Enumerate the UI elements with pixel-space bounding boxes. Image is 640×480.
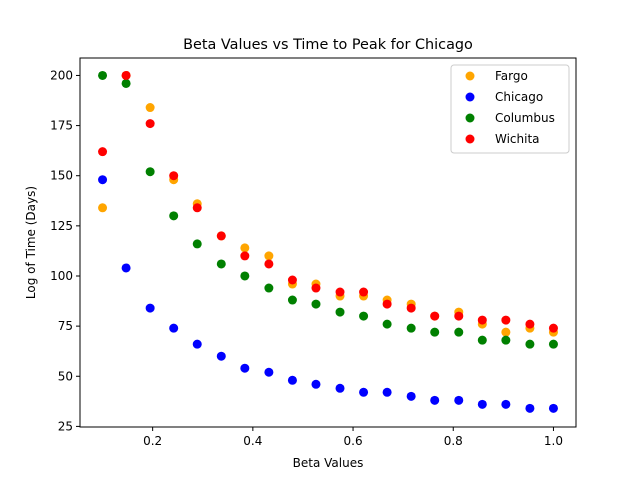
data-point-chicago (525, 403, 535, 413)
legend-label: Columbus (495, 111, 555, 125)
data-point-fargo (501, 327, 511, 337)
data-point-columbus (169, 211, 179, 221)
data-point-wichita (548, 323, 558, 333)
data-point-fargo (145, 103, 155, 113)
y-tick-label: 75 (58, 319, 73, 333)
data-point-wichita (406, 303, 416, 313)
legend-label: Fargo (495, 69, 528, 83)
legend-label: Wichita (495, 132, 540, 146)
x-tick-label: 0.8 (444, 434, 463, 448)
data-point-chicago (501, 399, 511, 409)
data-point-chicago (192, 339, 202, 349)
legend: Fargo Chicago Columbus Wichita (450, 64, 570, 154)
x-tick-label: 0.4 (243, 434, 262, 448)
data-point-columbus (311, 299, 321, 309)
data-point-wichita (192, 203, 202, 213)
data-point-columbus (264, 283, 274, 293)
data-point-wichita (98, 147, 108, 157)
data-point-columbus (145, 167, 155, 177)
data-point-columbus (192, 239, 202, 249)
data-point-columbus (240, 271, 250, 281)
y-tick-label: 50 (58, 369, 73, 383)
data-point-wichita (430, 311, 440, 321)
data-point-columbus (121, 78, 131, 88)
axis-ticks: 0.2 0.4 0.6 0.8 1.0 25 50 75 100 125 150 175 200 (50, 68, 563, 448)
data-point-wichita (525, 319, 535, 329)
x-axis-label: Beta Values (293, 456, 364, 470)
legend-box (450, 64, 570, 154)
data-point-wichita (335, 287, 345, 297)
y-tick-label: 200 (50, 68, 73, 82)
data-point-chicago (430, 395, 440, 405)
data-point-columbus (454, 327, 464, 337)
data-point-columbus (287, 295, 297, 305)
data-point-wichita (382, 299, 392, 309)
data-point-wichita (311, 283, 321, 293)
x-tick-label: 0.6 (344, 434, 363, 448)
data-point-columbus (548, 339, 558, 349)
data-point-fargo (98, 203, 108, 213)
legend-label: Chicago (495, 90, 543, 104)
data-point-chicago (240, 363, 250, 373)
legend-marker (465, 92, 475, 102)
x-tick-label: 1.0 (544, 434, 563, 448)
data-point-wichita (264, 259, 274, 269)
x-tick-label: 0.2 (143, 434, 162, 448)
data-point-wichita (454, 311, 464, 321)
data-point-wichita (477, 315, 487, 325)
data-point-columbus (216, 259, 226, 269)
y-tick-label: 150 (50, 169, 73, 183)
data-points (98, 70, 558, 413)
data-point-columbus (98, 70, 108, 80)
chart-title: Beta Values vs Time to Peak for Chicago (183, 37, 473, 53)
data-point-columbus (335, 307, 345, 317)
data-point-chicago (145, 303, 155, 313)
legend-marker (465, 113, 475, 123)
y-tick-label: 175 (50, 119, 73, 133)
y-tick-label: 100 (50, 269, 73, 283)
y-tick-label: 125 (50, 219, 73, 233)
data-point-wichita (359, 287, 369, 297)
data-point-wichita (240, 251, 250, 261)
data-point-chicago (382, 387, 392, 397)
data-point-wichita (169, 171, 179, 181)
data-point-columbus (525, 339, 535, 349)
data-point-chicago (359, 387, 369, 397)
legend-marker (465, 134, 475, 144)
data-point-columbus (477, 335, 487, 345)
y-axis-label: Log of Time (Days) (24, 186, 38, 299)
data-point-chicago (477, 399, 487, 409)
data-point-columbus (359, 311, 369, 321)
data-point-chicago (287, 375, 297, 385)
data-point-chicago (216, 351, 226, 361)
data-point-columbus (406, 323, 416, 333)
data-point-wichita (145, 119, 155, 129)
data-point-chicago (169, 323, 179, 333)
y-tick-label: 25 (58, 419, 73, 433)
data-point-chicago (311, 379, 321, 389)
data-point-chicago (121, 263, 131, 273)
plot-area-frame (79, 57, 577, 428)
data-point-fargo (240, 243, 250, 253)
data-point-chicago (98, 175, 108, 185)
data-point-fargo (264, 251, 274, 261)
data-point-wichita (501, 315, 511, 325)
data-point-wichita (287, 275, 297, 285)
data-point-chicago (548, 403, 558, 413)
data-point-columbus (430, 327, 440, 337)
data-point-columbus (382, 319, 392, 329)
data-point-columbus (501, 335, 511, 345)
data-point-wichita (216, 231, 226, 241)
data-point-wichita (121, 70, 131, 80)
data-point-chicago (264, 367, 274, 377)
data-point-chicago (406, 391, 416, 401)
data-point-chicago (454, 395, 464, 405)
data-point-chicago (335, 383, 345, 393)
legend-marker (465, 71, 475, 81)
